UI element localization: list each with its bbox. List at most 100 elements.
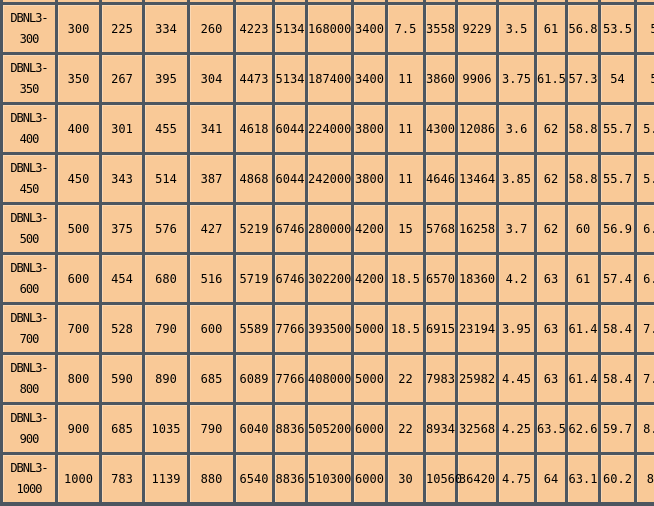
spec-cell: 56.8 xyxy=(565,2,601,55)
clipped-cell xyxy=(423,0,458,5)
row-label: DBNL3-350 xyxy=(0,52,58,105)
spec-cell: 800 xyxy=(55,352,102,405)
spec-cell: 5219 xyxy=(233,202,275,255)
spec-cell: 225 xyxy=(99,2,145,55)
spec-cell: 302200 xyxy=(305,252,354,305)
spec-cell: 427 xyxy=(187,202,236,255)
spec-cell: 54 xyxy=(598,52,637,105)
spec-cell: 15 xyxy=(385,202,426,255)
spec-cell: 55.7 xyxy=(598,102,637,155)
spec-cell: 58.4 xyxy=(598,302,637,355)
spec-cell: 267 xyxy=(99,52,145,105)
table-row: DBNL3-300 300 225 334 260 4223 5134 1680… xyxy=(0,2,654,55)
spec-cell: 4.75 xyxy=(496,452,537,506)
spec-cell: 3.5 xyxy=(496,2,537,55)
spec-cell: 11 xyxy=(385,102,426,155)
spec-cell: 30 xyxy=(385,452,426,506)
spec-cell: 58.4 xyxy=(598,352,637,405)
spec-cell: 900 xyxy=(55,402,102,455)
spec-cell: 5719 xyxy=(233,252,275,305)
clipped-cell xyxy=(0,0,58,5)
spec-cell: 22 xyxy=(385,402,426,455)
spec-cell: 58.8 xyxy=(565,102,601,155)
spec-cell: 61 xyxy=(565,252,601,305)
spec-cell: 3800 xyxy=(351,102,388,155)
spec-cell: 23194 xyxy=(455,302,499,355)
spec-cell: 1000 xyxy=(55,452,102,506)
spec-cell: 880 xyxy=(187,452,236,506)
table-row: DBNL3-350 350 267 395 304 4473 5134 1874… xyxy=(0,52,654,105)
spec-cell: 3.85 xyxy=(496,152,537,205)
spec-cell: 454 xyxy=(99,252,145,305)
spec-cell: 60.2 xyxy=(598,452,637,506)
spec-cell: 5589 xyxy=(233,302,275,355)
spec-cell: 10560 xyxy=(423,452,462,506)
table-row: DBNL3-900 900 685 1035 790 6040 8836 505… xyxy=(0,402,654,455)
spec-cell: 7766 xyxy=(272,352,308,405)
spec-cell: 4618 xyxy=(233,102,275,155)
spec-cell: 36420 xyxy=(455,452,499,506)
spec-cell: 5.9 xyxy=(634,102,654,155)
spec-cell: 300 xyxy=(55,2,102,55)
spec-cell: 32568 xyxy=(455,402,499,455)
clipped-cell xyxy=(351,0,388,5)
spec-cell: 576 xyxy=(142,202,190,255)
table-row: DBNL3-400 400 301 455 341 4618 6044 2240… xyxy=(0,102,654,155)
spec-cell: 6000 xyxy=(351,452,388,506)
spec-cell: 62.6 xyxy=(565,402,601,455)
clipped-cell xyxy=(598,0,637,5)
spec-cell: 395 xyxy=(142,52,190,105)
clipped-cell xyxy=(565,0,601,5)
table-row: DBNL3-500 500 375 576 427 5219 6746 2800… xyxy=(0,202,654,255)
spec-cell: 890 xyxy=(142,352,190,405)
spec-cell: 260 xyxy=(187,2,236,55)
spec-cell: 590 xyxy=(99,352,145,405)
spec-cell: 304 xyxy=(187,52,236,105)
spec-cell: 187400 xyxy=(305,52,354,105)
spec-cell: 3800 xyxy=(351,152,388,205)
row-label: DBNL3-300 xyxy=(0,2,58,55)
spec-cell: 505200 xyxy=(305,402,354,455)
spec-cell: 56.9 xyxy=(598,202,637,255)
spec-cell: 700 xyxy=(55,302,102,355)
spec-cell: 13464 xyxy=(455,152,499,205)
spec-cell: 783 xyxy=(99,452,145,506)
spec-cell: 3400 xyxy=(351,2,388,55)
spec-cell: 7.5 xyxy=(385,2,426,55)
spec-cell: 4.2 xyxy=(496,252,537,305)
spec-cell: 224000 xyxy=(305,102,354,155)
spec-cell: 62 xyxy=(534,152,568,205)
clipped-cell xyxy=(634,0,654,5)
clipped-cell xyxy=(99,0,145,5)
spec-cell: 63.1 xyxy=(565,452,601,506)
spec-cell: 4646 xyxy=(423,152,458,205)
spec-cell: 5134 xyxy=(272,52,308,105)
spec-cell: 59.7 xyxy=(598,402,637,455)
spec-cell: 334 xyxy=(142,2,190,55)
row-label: DBNL3-450 xyxy=(0,152,58,205)
spec-cell: 4223 xyxy=(233,2,275,55)
spec-cell: 4868 xyxy=(233,152,275,205)
spec-cell: 3.75 xyxy=(496,52,537,105)
spec-cell: 6000 xyxy=(351,402,388,455)
table-row: DBNL3-700 700 528 790 600 5589 7766 3935… xyxy=(0,302,654,355)
spec-cell: 343 xyxy=(99,152,145,205)
spec-cell: 6044 xyxy=(272,152,308,205)
spec-cell: 5 xyxy=(634,2,654,55)
spec-cell: 341 xyxy=(187,102,236,155)
spec-cell: 455 xyxy=(142,102,190,155)
spec-cell: 528 xyxy=(99,302,145,355)
spec-cell: 3860 xyxy=(423,52,458,105)
spec-cell: 4300 xyxy=(423,102,458,155)
row-label: DBNL3-700 xyxy=(0,302,58,355)
spec-cell: 6089 xyxy=(233,352,275,405)
spec-cell: 3.6 xyxy=(496,102,537,155)
spec-cell: 1035 xyxy=(142,402,190,455)
spec-cell: 1139 xyxy=(142,452,190,506)
spec-cell: 242000 xyxy=(305,152,354,205)
row-label: DBNL3-800 xyxy=(0,352,58,405)
row-label: DBNL3-500 xyxy=(0,202,58,255)
spec-cell: 5768 xyxy=(423,202,458,255)
spec-cell: 11 xyxy=(385,152,426,205)
spec-cell: 4473 xyxy=(233,52,275,105)
